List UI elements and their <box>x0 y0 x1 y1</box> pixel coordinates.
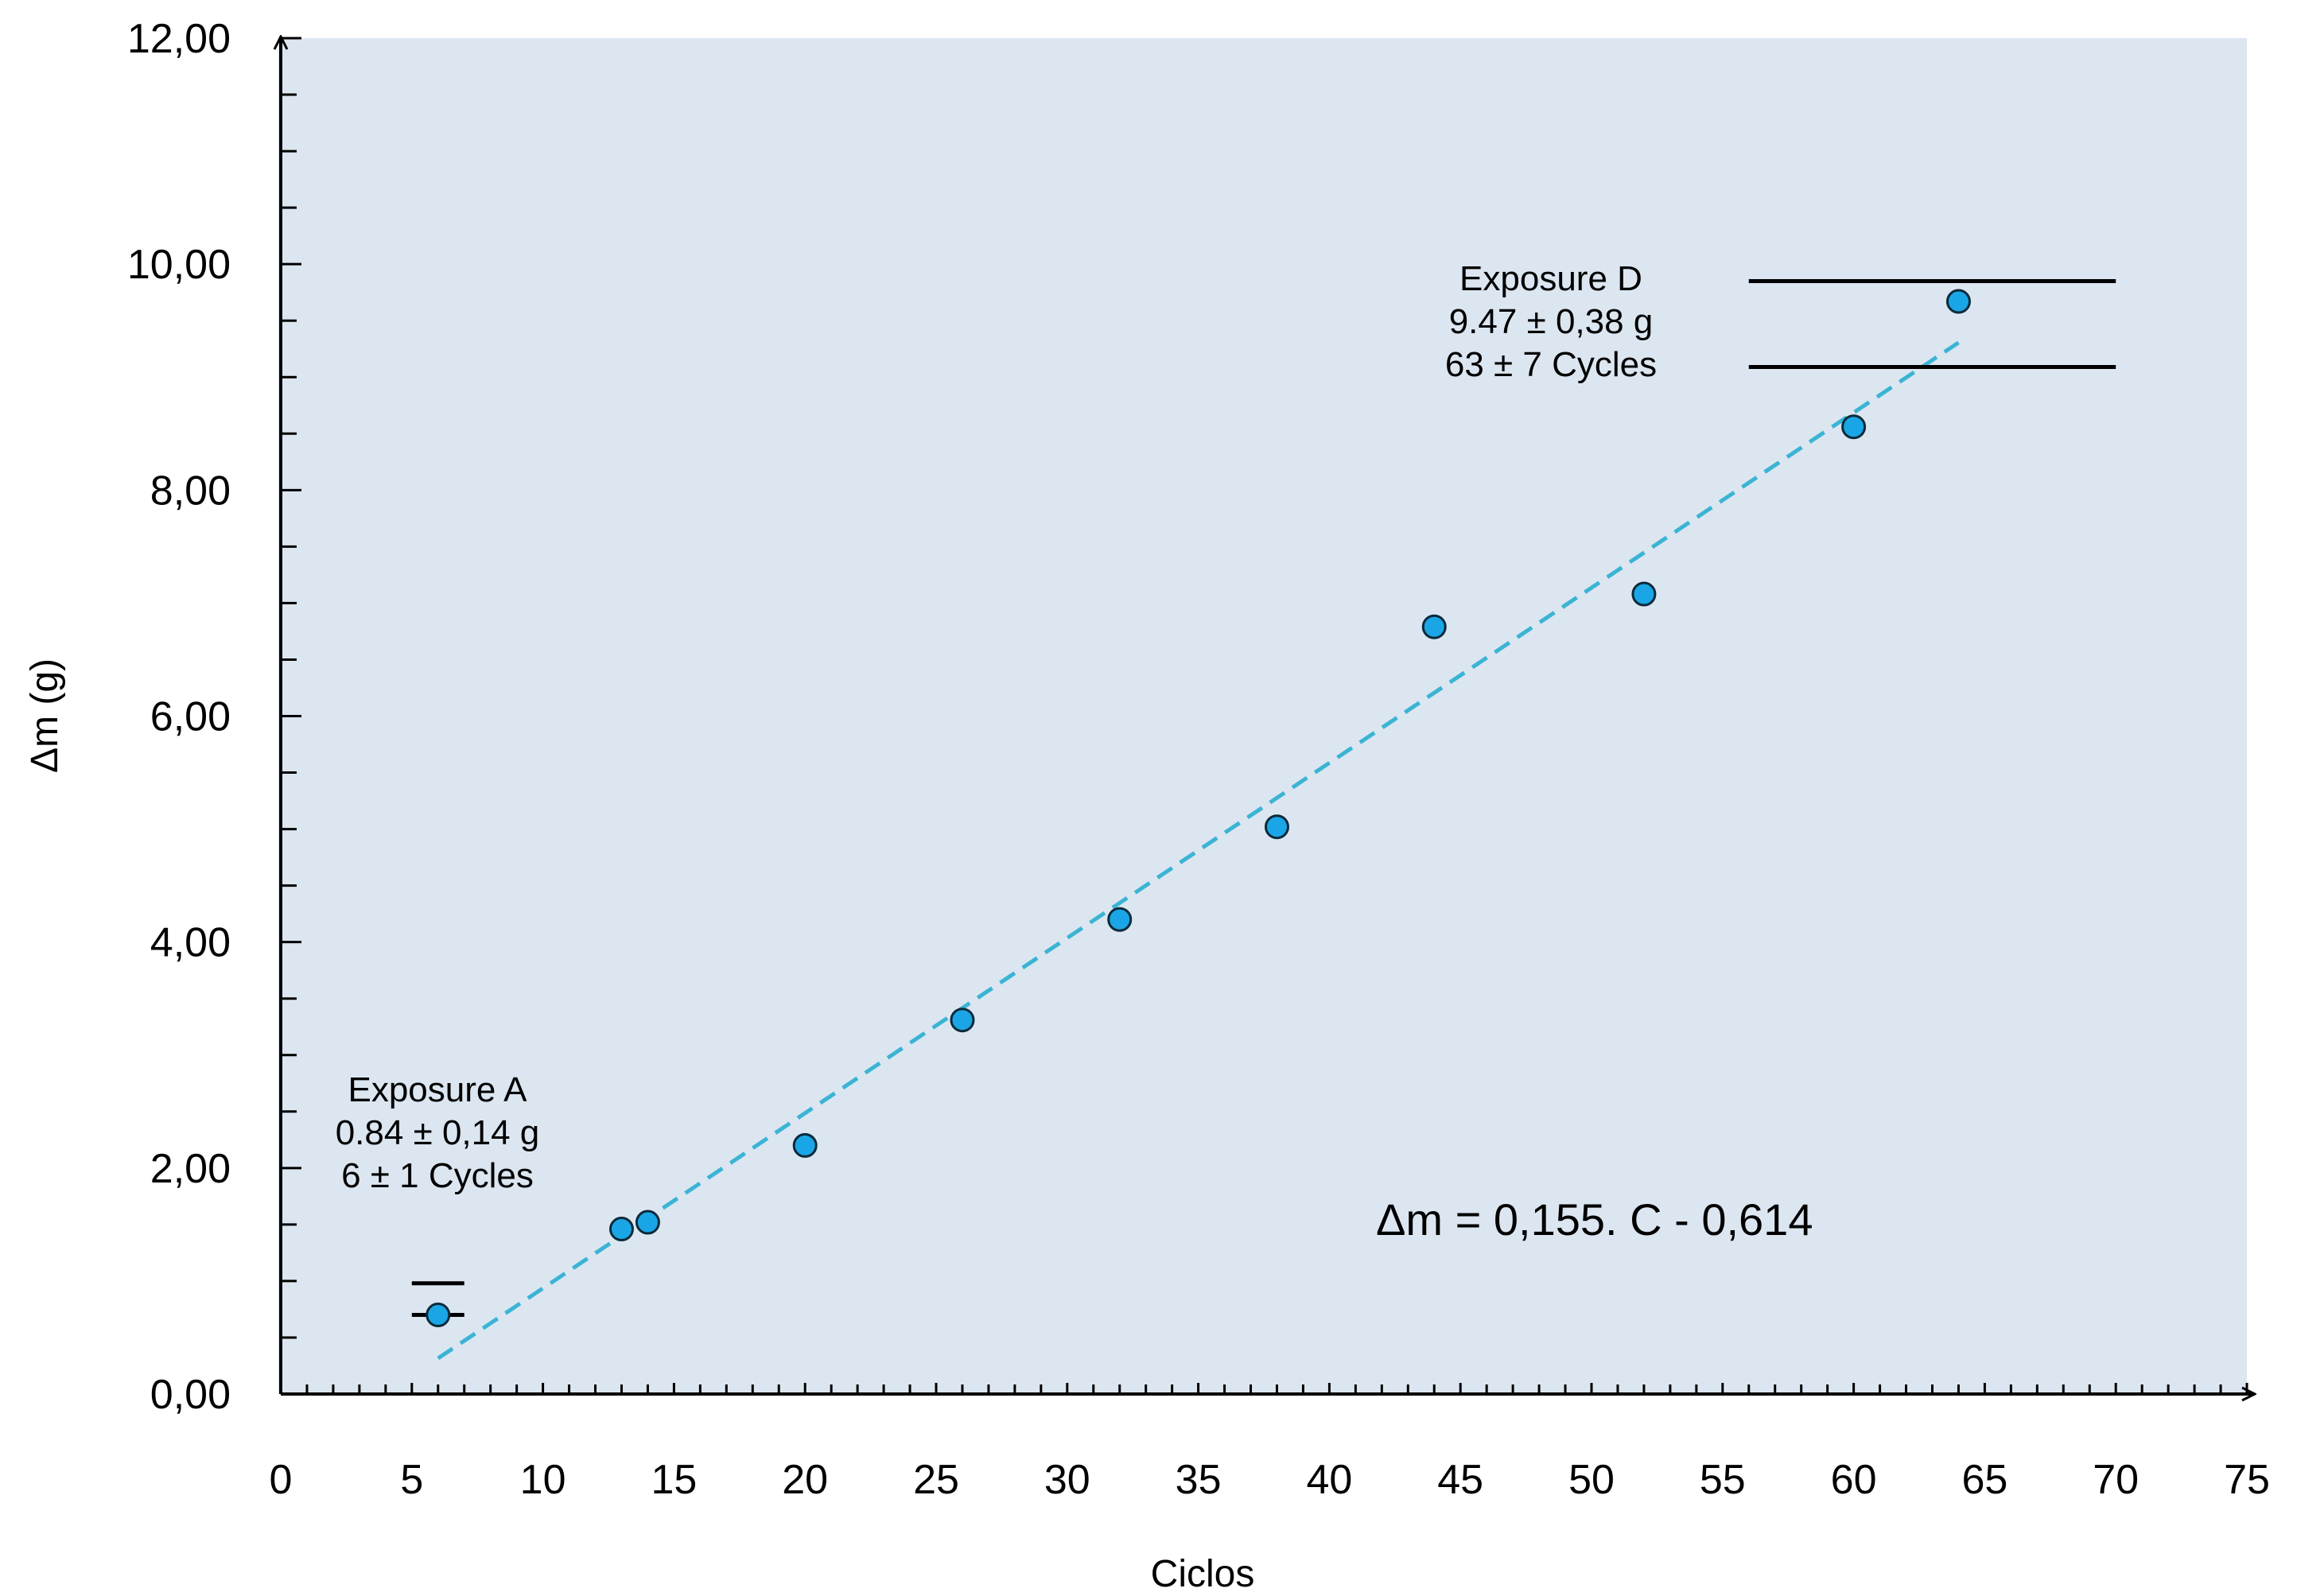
annotations: Exposure A 0.84 ± 0,14 g 6 ± 1 Cycles Expos… <box>336 259 1657 1195</box>
trendline <box>437 340 1960 1361</box>
x-tick-label: 15 <box>651 1457 697 1503</box>
x-tick-label: 30 <box>1044 1457 1090 1503</box>
x-tick-label: 35 <box>1176 1457 1222 1503</box>
exposure-a-label-line: 6 ± 1 Cycles <box>341 1156 534 1195</box>
data-point <box>608 1217 634 1242</box>
plot-area <box>278 38 2247 1394</box>
x-tick-label: 65 <box>1961 1457 2007 1503</box>
x-tick-label: 10 <box>520 1457 566 1503</box>
exposure-d-label-line: Exposure D <box>1459 259 1642 298</box>
y-tick-label: 0,00 <box>150 1372 231 1418</box>
x-tick-label: 5 <box>400 1457 423 1503</box>
data-points <box>426 289 1971 1328</box>
data-point <box>1107 907 1133 932</box>
data-point <box>950 1008 975 1033</box>
exposure-d-label-line: 63 ± 7 Cycles <box>1445 345 1657 384</box>
exposure-a-label-line: 0.84 ± 0,14 g <box>336 1113 540 1152</box>
x-tick-label: 25 <box>913 1457 959 1503</box>
y-tick-label: 2,00 <box>150 1146 231 1192</box>
y-tick-label: 8,00 <box>150 468 231 514</box>
x-axis: 0 5 10 15 20 25 30 35 40 45 50 55 60 65 70 75 <box>270 1383 2270 1503</box>
x-tick-label: 60 <box>1831 1457 1877 1503</box>
x-tick-label: 50 <box>1568 1457 1615 1503</box>
x-tick-label: 0 <box>270 1457 293 1503</box>
y-axis: 0,00 2,00 4,00 6,00 8,00 10,00 12,00 <box>127 16 301 1418</box>
x-axis-title: Ciclos <box>1151 1553 1255 1595</box>
x-tick-label: 75 <box>2224 1457 2270 1503</box>
data-point <box>1945 289 1971 314</box>
exposure-d-label-line: 9.47 ± 0,38 g <box>1449 302 1654 341</box>
y-tick-label: 6,00 <box>150 694 231 740</box>
data-point <box>1841 414 1867 440</box>
x-tick-label: 70 <box>2093 1457 2139 1503</box>
x-tick-label: 45 <box>1437 1457 1483 1503</box>
data-point <box>1264 814 1289 840</box>
x-tick-label: 40 <box>1306 1457 1352 1503</box>
trendline-equation: Δm = 0,155. C - 0,614 <box>1376 1194 1813 1245</box>
data-point <box>426 1303 451 1328</box>
data-point <box>792 1132 818 1158</box>
y-tick-label: 4,00 <box>150 920 231 966</box>
y-axis-title: Δm (g) <box>24 658 66 773</box>
data-point <box>1421 614 1447 639</box>
x-tick-label: 20 <box>782 1457 828 1503</box>
exposure-a-label-line: Exposure A <box>348 1070 527 1109</box>
y-tick-label: 12,00 <box>127 16 231 62</box>
data-point <box>635 1210 660 1235</box>
x-tick-label: 55 <box>1700 1457 1746 1503</box>
y-tick-label: 10,00 <box>127 242 231 288</box>
data-point <box>1631 581 1657 607</box>
